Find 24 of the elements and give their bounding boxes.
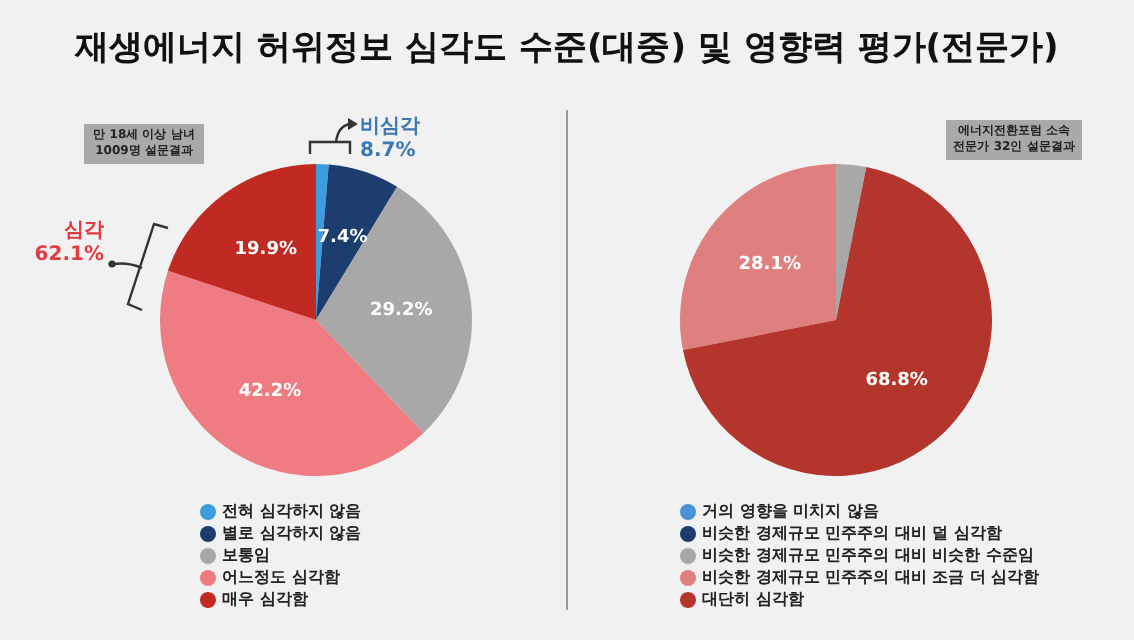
data-label: 7.4% xyxy=(317,228,368,249)
data-label: 68.8% xyxy=(865,370,928,391)
legend-label: 별로 심각하지 않음 xyxy=(222,522,362,544)
data-label: 29.2% xyxy=(370,300,433,321)
pie-slice xyxy=(680,164,837,351)
text: 심각 62.1% xyxy=(32,220,104,268)
text: 비심각 8.7% xyxy=(360,116,422,164)
data-label: 19.9% xyxy=(234,240,298,261)
pie-slice xyxy=(836,164,867,320)
legend-label: 보통임 xyxy=(222,544,270,566)
legend-label: 거의 영향을 미치지 않음 xyxy=(702,500,879,522)
legend-label: 비슷한 경제규모 민주주의 대비 비슷한 수준임 xyxy=(702,544,1034,566)
pie-slice xyxy=(167,164,316,320)
text: 재생에너지 허위정보 심각도 수준(대중) 및 영향력 평가(전문가) xyxy=(72,26,1061,70)
data-label: 42.2% xyxy=(238,382,302,403)
legend-label: 어느정도 심각함 xyxy=(222,566,340,588)
pie-slice xyxy=(316,186,472,434)
legend-label: 매우 심각함 xyxy=(222,588,308,610)
legend-label: 비슷한 경제규모 민주주의 대비 조금 더 심각함 xyxy=(702,566,1040,588)
legend-label: 전혀 심각하지 않음 xyxy=(222,500,362,522)
pie-slice xyxy=(682,166,992,476)
legend-label: 비슷한 경제규모 민주주의 대비 덜 심각함 xyxy=(702,522,1002,544)
legend-label: 대단히 심각함 xyxy=(702,588,804,610)
data-label: 28.1% xyxy=(738,255,801,276)
